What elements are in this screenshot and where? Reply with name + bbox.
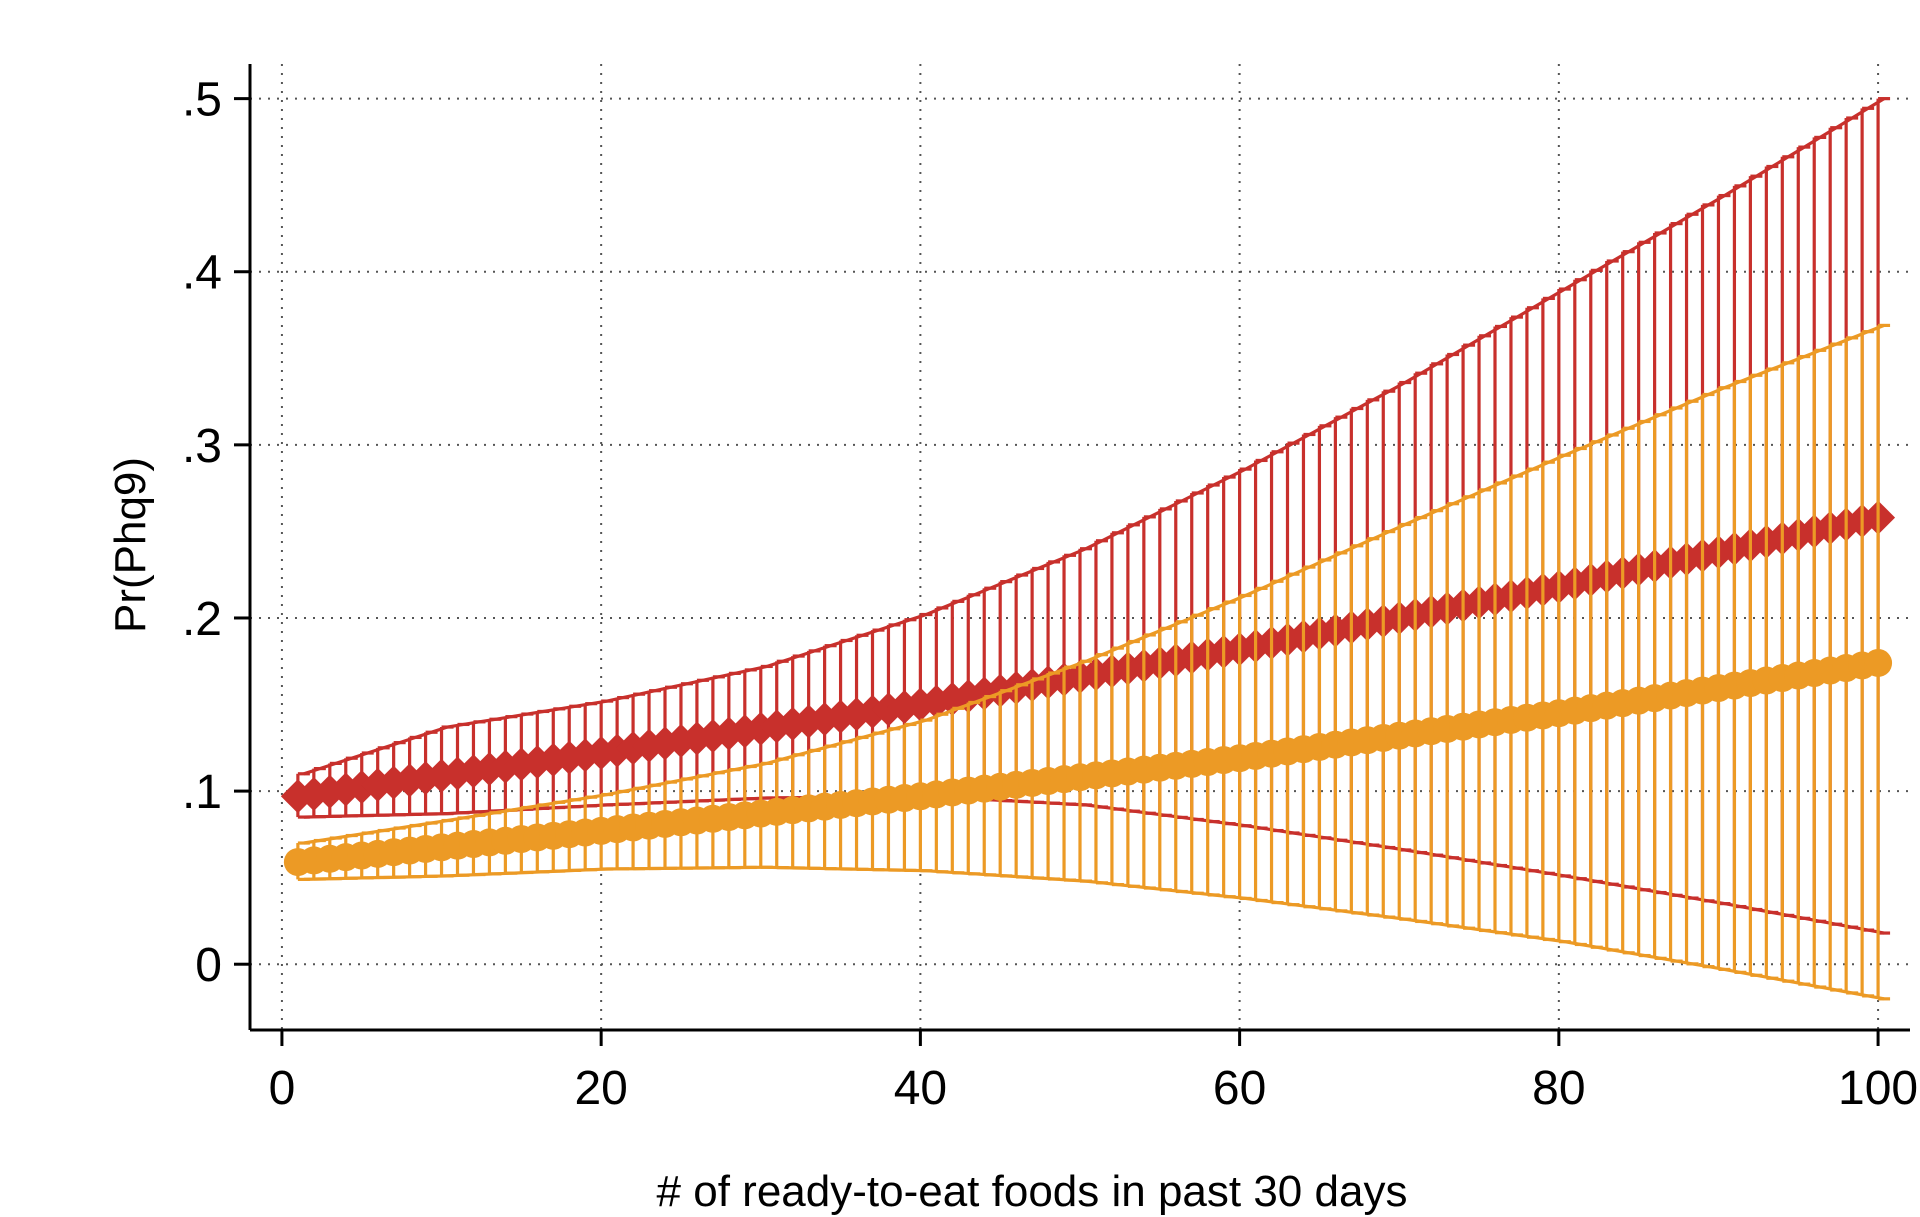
- y-tick-label: .5: [182, 74, 222, 127]
- series-layer: [280, 97, 1896, 1001]
- data-point-diamond: [488, 749, 523, 784]
- y-tick-label: .2: [182, 593, 222, 646]
- x-tick-label: 20: [574, 1062, 627, 1115]
- ci-upper-edge: [303, 323, 1885, 845]
- series-2: [283, 323, 1893, 1001]
- data-point-circle: [1864, 648, 1893, 677]
- x-tick-label: 100: [1838, 1062, 1918, 1115]
- x-tick-label: 80: [1532, 1062, 1585, 1115]
- y-axis-label: Pr(Phq9): [106, 457, 155, 633]
- y-tick-label: .3: [182, 420, 222, 473]
- y-tick-label: 0: [195, 939, 222, 992]
- y-tick-label: .1: [182, 766, 222, 819]
- ci-lower-edge: [303, 794, 1885, 935]
- x-tick-label: 60: [1213, 1062, 1266, 1115]
- x-tick-label: 40: [894, 1062, 947, 1115]
- axes: [248, 64, 1910, 1032]
- ci-lower-edge: [303, 865, 1885, 1001]
- x-axis-label: # of ready-to-eat foods in past 30 days: [657, 1167, 1408, 1216]
- x-tick-label: 0: [269, 1062, 296, 1115]
- y-tick-label: .4: [182, 247, 222, 300]
- tick-labels: 0 20 40 60 80 100 0 .1 .2 .3 .4 .5: [182, 74, 1918, 1115]
- ci-upper-edge: [303, 97, 1885, 776]
